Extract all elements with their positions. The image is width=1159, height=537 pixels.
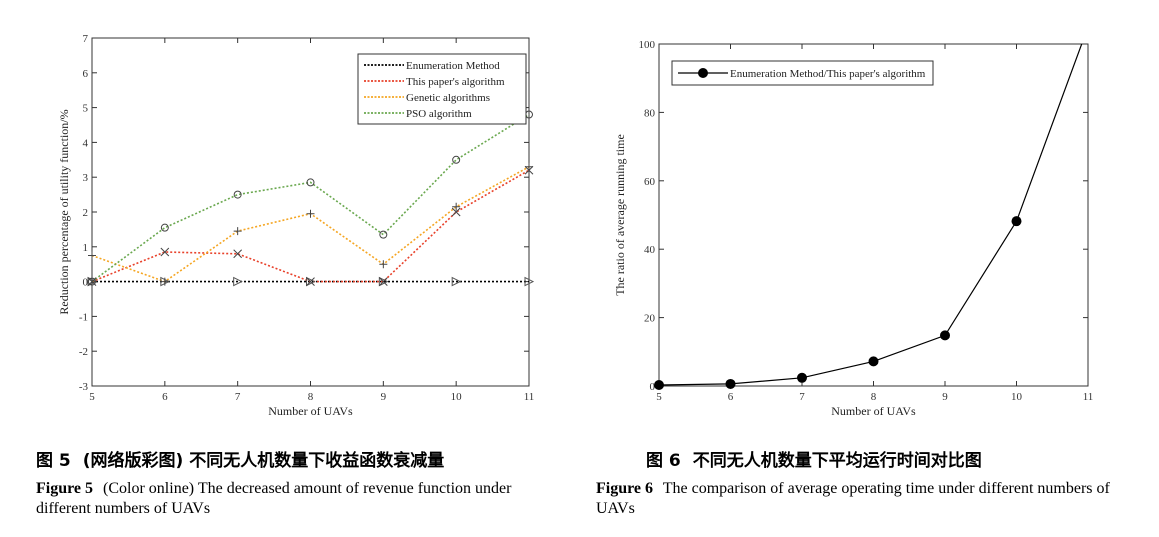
figure5-caption-cn: 图 5 (网络版彩图) 不同无人机数量下收益函数衰减量 xyxy=(36,446,444,471)
data-point-2-4 xyxy=(379,260,388,269)
y-tick-label: 3 xyxy=(83,172,89,184)
y-tick-label: -2 xyxy=(79,346,88,358)
figure6-chart: 5 6 7 8 9 10 11 0 20 40 60 80 100 Number of UAVs The r… xyxy=(613,39,1094,418)
data-point-2-0 xyxy=(88,251,96,260)
y-tick-label: 0 xyxy=(83,277,89,289)
data-point-0-1 xyxy=(725,378,736,389)
x-tick-label: 5 xyxy=(656,391,662,403)
x-tick-label: 8 xyxy=(871,391,877,403)
data-point-2-2 xyxy=(233,227,242,236)
figure6-caption-cn-number: 图 6 xyxy=(646,451,681,471)
x-tick-label: 11 xyxy=(1083,391,1094,403)
x-tick-label: 10 xyxy=(1011,391,1023,403)
x-tick-label: 9 xyxy=(381,391,387,403)
data-point-3-5 xyxy=(452,155,461,164)
data-point-0-5 xyxy=(451,276,462,287)
x-tick-label: 5 xyxy=(89,391,95,403)
figure5-caption-cn-number: 图 5 xyxy=(36,451,71,471)
data-point-3-4 xyxy=(379,230,388,239)
x-axis-label: Number of UAVs xyxy=(268,404,353,418)
y-tick-label: 20 xyxy=(644,313,656,325)
x-tick-label: 10 xyxy=(451,391,463,403)
data-point-1-2 xyxy=(233,249,243,259)
x-tick-label: 11 xyxy=(524,391,535,403)
figure5-chart: 5 6 7 8 9 10 11 -3 -2 -1 0 1 2 3 4 5 6 7 Number of UAVs Red… xyxy=(57,33,535,418)
data-point-1-3 xyxy=(306,277,315,286)
figure5-caption-en-text: (Color online) The decreased amount of r… xyxy=(36,480,512,517)
y-tick-label: 100 xyxy=(639,39,656,51)
x-tick-label: 8 xyxy=(308,391,314,403)
x-tick-label: 6 xyxy=(162,391,168,403)
series-line-1 xyxy=(92,169,529,283)
legend-marker-0 xyxy=(698,68,708,78)
data-point-0-6 xyxy=(524,276,535,287)
data-point-0-4 xyxy=(378,276,389,287)
x-tick-label: 9 xyxy=(942,391,948,403)
legend-label-0: Enumeration Method xyxy=(406,60,500,72)
data-point-0-3 xyxy=(306,276,316,287)
data-point-3-2 xyxy=(233,190,242,199)
y-tick-label: -3 xyxy=(79,381,89,393)
y-tick-label: 5 xyxy=(83,103,89,115)
data-point-2-3 xyxy=(306,209,315,218)
figure6-caption-en: Figure 6 The comparison of average opera… xyxy=(596,479,1124,519)
data-point-2-5 xyxy=(452,202,461,211)
figure6-caption-cn-text: 不同无人机数量下平均运行时间对比图 xyxy=(692,451,982,471)
legend-label-0: Enumeration Method/This paper's algorith… xyxy=(730,68,926,80)
data-point-3-0 xyxy=(88,277,96,286)
y-tick-label: 2 xyxy=(83,207,89,219)
y-tick-label: 1 xyxy=(83,242,89,254)
figure5-caption-en: Figure 5 (Color online) The decreased am… xyxy=(36,479,566,519)
data-point-1-4 xyxy=(378,277,388,286)
x-tick-label: 7 xyxy=(799,391,805,403)
data-point-0-0 xyxy=(654,379,664,390)
figure5-caption-cn-text: (网络版彩图) 不同无人机数量下收益函数衰减量 xyxy=(82,451,445,471)
data-point-1-5 xyxy=(451,207,461,217)
y-tick-label: 7 xyxy=(83,33,89,45)
series-line-2 xyxy=(92,166,529,283)
series-group xyxy=(92,113,529,283)
y-tick-label: 0 xyxy=(650,381,656,393)
legend-label-1: This paper's algorithm xyxy=(406,76,505,88)
figure6-caption-en-label: Figure 6 xyxy=(596,480,654,497)
data-point-0-5 xyxy=(1011,216,1022,227)
y-tick-label: 6 xyxy=(83,68,89,80)
data-point-2-6 xyxy=(525,162,533,171)
data-point-3-3 xyxy=(306,178,315,187)
legend-label-3: PSO algorithm xyxy=(406,108,472,120)
data-point-0-2 xyxy=(797,372,807,383)
y-tick-label: -1 xyxy=(79,311,88,323)
x-tick-label: 7 xyxy=(235,391,241,403)
legend-label-2: Genetic algorithms xyxy=(406,92,490,104)
x-tick-label: 6 xyxy=(728,391,734,403)
figure5-caption-en-label: Figure 5 xyxy=(36,480,94,497)
y-axis-label: The ratio of average running time xyxy=(613,134,627,296)
data-point-0-4 xyxy=(940,330,950,341)
data-point-3-1 xyxy=(160,223,169,232)
data-point-0-2 xyxy=(233,276,243,287)
y-tick-label: 60 xyxy=(644,176,656,188)
data-point-2-1 xyxy=(160,277,169,286)
plot-frame xyxy=(658,43,1089,387)
data-point-1-1 xyxy=(160,247,170,257)
y-tick-label: 40 xyxy=(644,244,656,256)
y-tick-label: 4 xyxy=(83,137,89,149)
y-axis-label: Reduction percentage of utility function… xyxy=(57,109,71,314)
y-tick-label: 80 xyxy=(644,107,656,119)
data-point-0-3 xyxy=(868,356,879,367)
figure6-caption-en-text: The comparison of average operating time… xyxy=(596,480,1110,517)
figure6-caption-cn: 图 6 不同无人机数量下平均运行时间对比图 xyxy=(646,446,982,471)
series-line-3 xyxy=(92,113,529,283)
x-axis-label: Number of UAVs xyxy=(831,404,916,418)
